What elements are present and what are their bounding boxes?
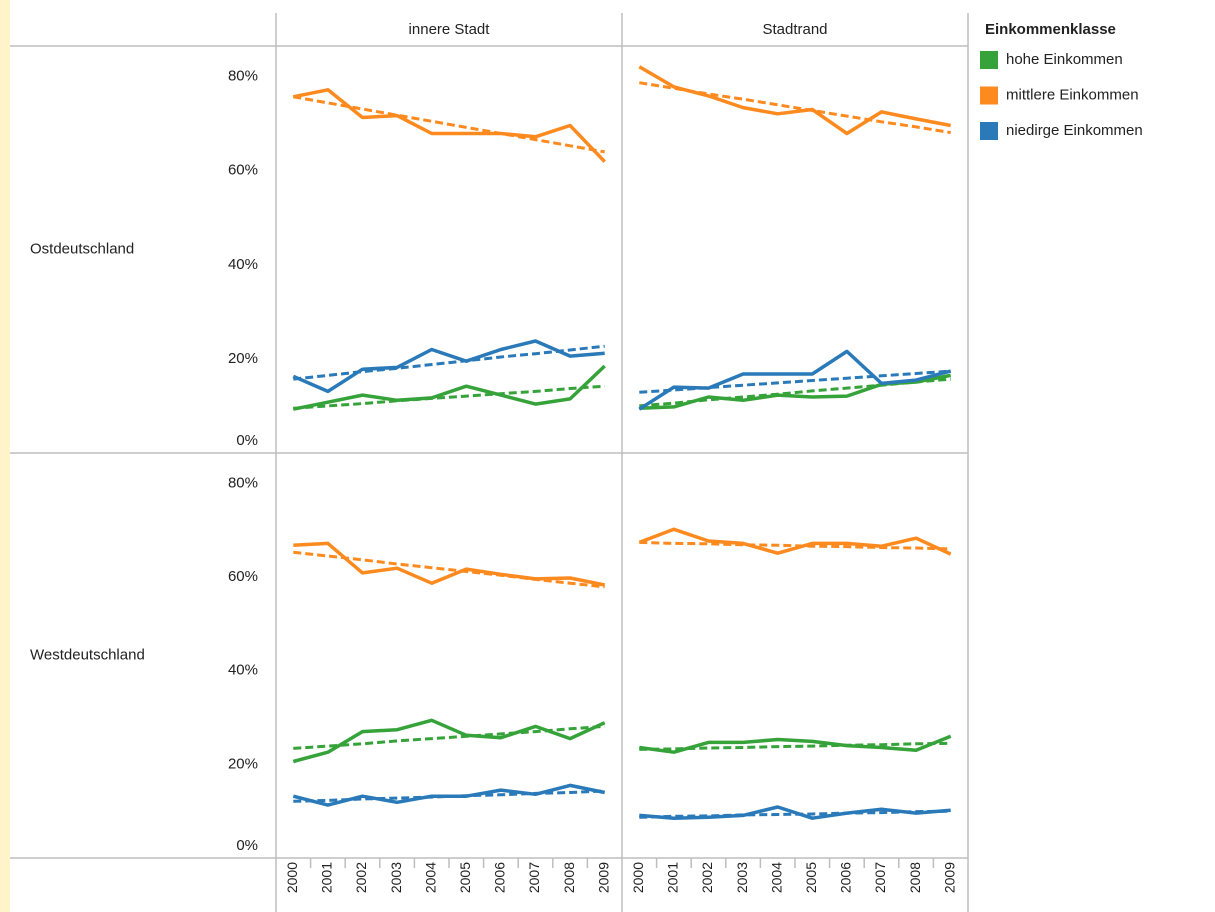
side-strip [0,0,10,912]
trend-line [293,384,605,410]
series-line [292,88,606,163]
column-header: Stadtrand [762,21,827,38]
x-tick-label: 2005 [457,862,473,893]
y-tick-label: 80% [228,68,258,85]
series-line [292,364,606,411]
series-line [639,805,951,820]
y-tick-label: 80% [228,474,258,491]
x-tick-label: 2004 [768,862,784,893]
x-tick-label: 2003 [734,862,750,893]
x-tick-label: 2000 [284,862,300,893]
legend-label: niedirge Einkommen [1006,122,1143,139]
trend-line [293,344,605,381]
x-tick-label: 2004 [422,862,438,893]
trend-line [293,550,605,589]
x-tick-label: 2006 [492,862,508,893]
x-tick-label: 2001 [665,862,681,893]
y-tick-label: 20% [228,350,258,367]
x-tick-label: 2008 [907,862,923,893]
legend-swatch [980,122,998,140]
y-tick-label: 0% [236,432,258,449]
legend-swatch [980,86,998,105]
y-tick-label: 60% [228,568,258,585]
series-line [293,541,606,587]
y-tick-label: 0% [236,837,258,854]
y-tick-label: 40% [228,662,258,679]
row-header: Westdeutschland [30,646,145,663]
legend-title: Einkommenklasse [985,21,1116,38]
series-line [292,718,606,764]
x-tick-label: 2007 [872,862,888,893]
x-tick-label: 2009 [595,862,611,893]
x-tick-label: 2006 [838,862,854,893]
x-tick-label: 2002 [699,862,715,893]
trend-line [639,540,951,551]
series-line [638,349,952,411]
x-tick-label: 2002 [353,862,369,893]
series-line [292,783,606,807]
y-tick-label: 20% [228,755,258,772]
y-tick-label: 40% [228,256,258,273]
legend-label: mittlere Einkommen [1006,86,1139,103]
series-line [638,65,952,136]
row-header: Ostdeutschland [30,240,134,257]
series-line [639,734,952,754]
trend-line [293,95,605,154]
trend-line [293,724,605,750]
x-tick-label: 2007 [526,862,542,893]
series-line [292,339,605,394]
y-tick-label: 60% [228,162,258,179]
legend-swatch [980,51,998,69]
x-tick-label: 2009 [941,862,957,893]
x-tick-label: 2000 [630,862,646,893]
legend-label: hohe Einkommen [1006,51,1123,68]
x-tick-label: 2001 [319,862,335,893]
x-tick-label: 2005 [803,862,819,893]
series-line [638,527,952,556]
column-header: innere Stadt [409,21,491,38]
x-tick-label: 2003 [388,862,404,893]
x-tick-label: 2008 [561,862,577,893]
